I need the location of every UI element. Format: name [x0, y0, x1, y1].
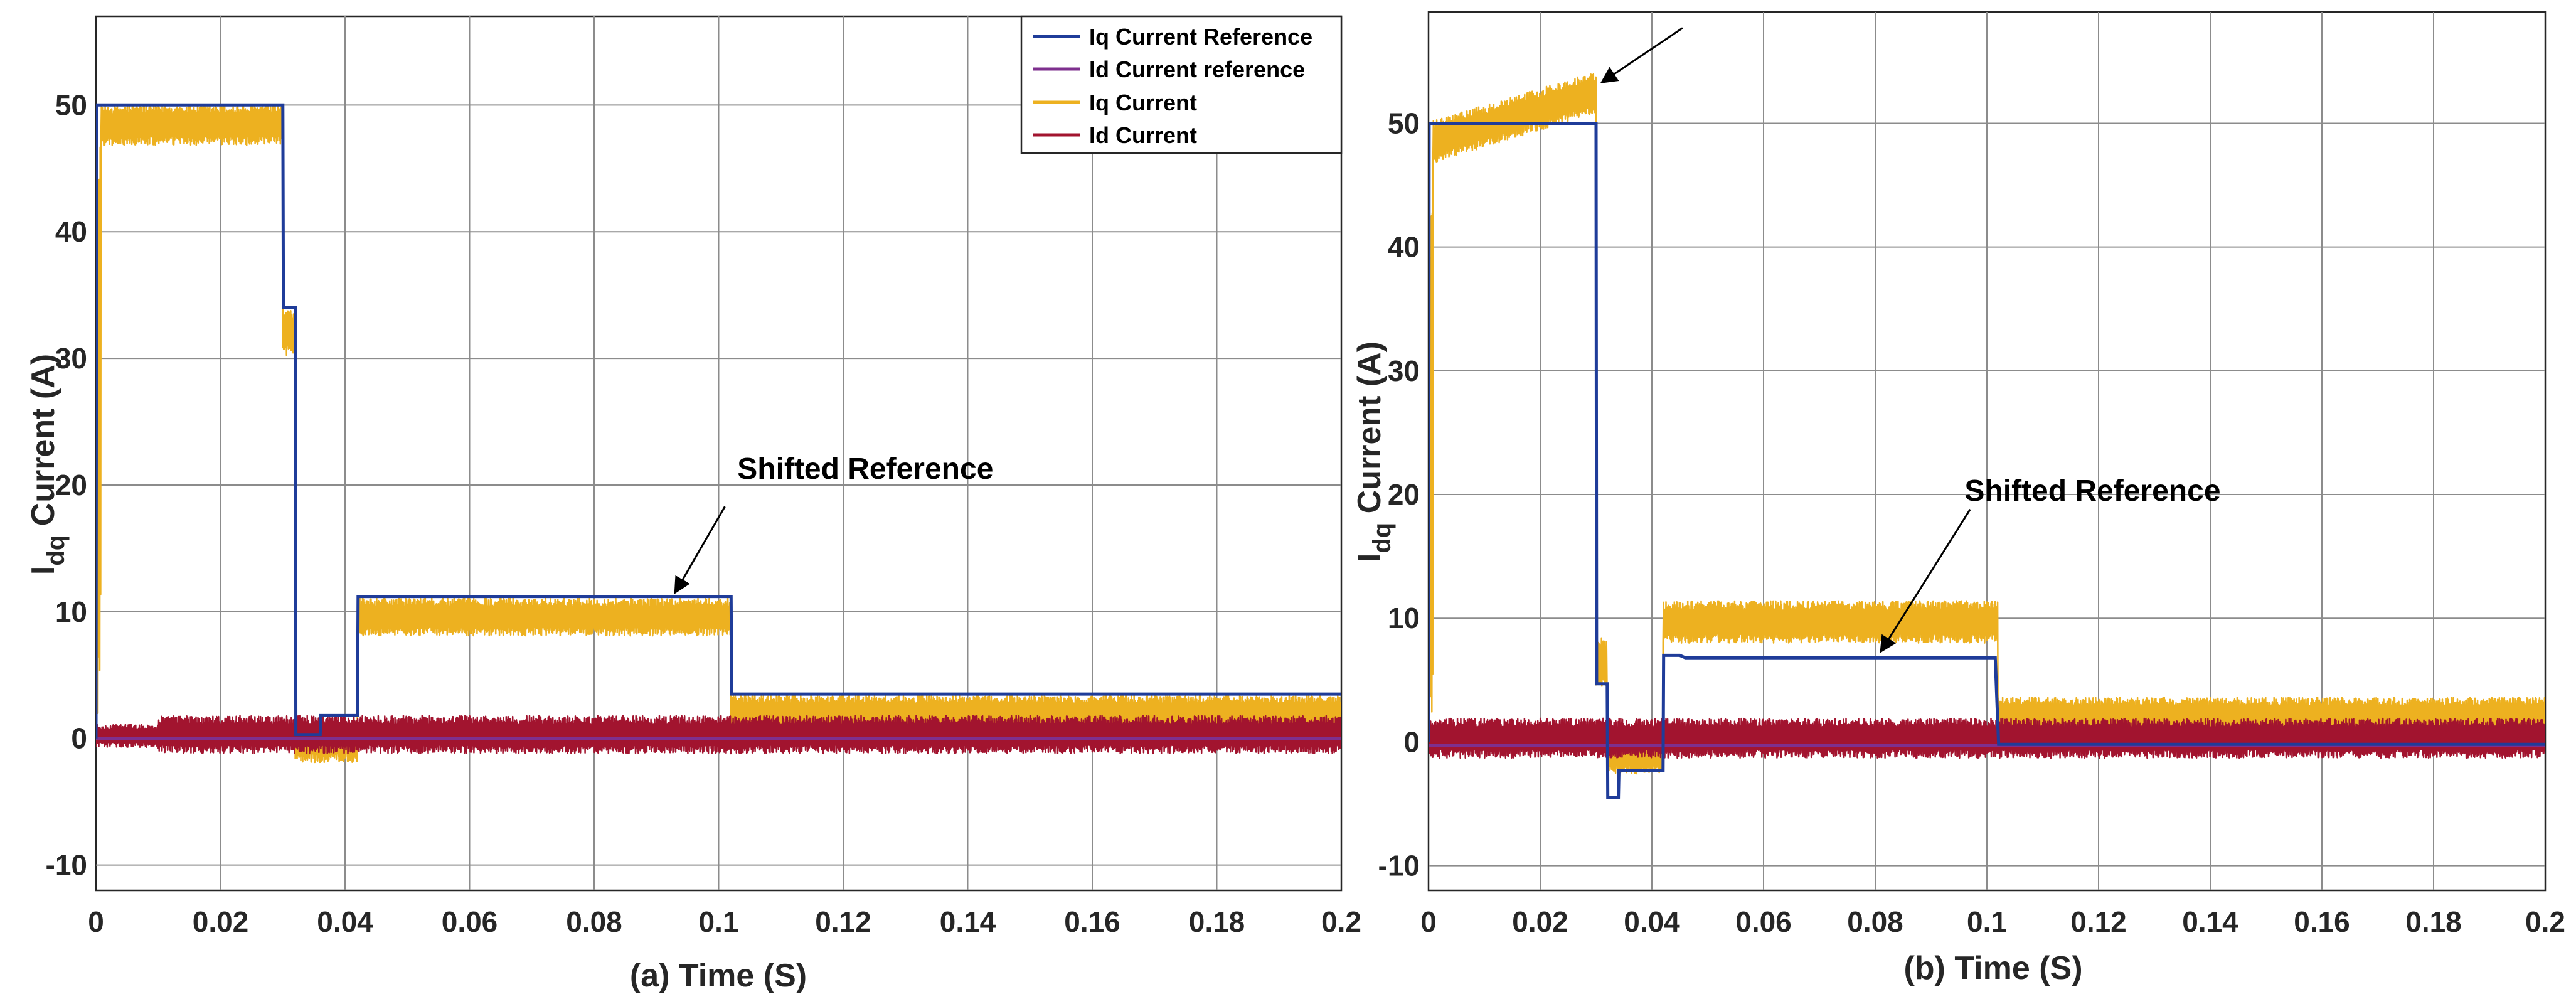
- panel-a-x-axis-title: (a) Time (S): [630, 958, 807, 994]
- y-tick-label: -10: [46, 849, 87, 882]
- panel-a-tick-labels: 0 0.02 0.04 0.06 0.08 0.1 0.12 0.14 0.16 0.18 0.2 -…: [46, 88, 1361, 938]
- panel-b-tick-labels: 0 0.02 0.04 0.06 0.08 0.1 0.12 0.14 0.16 0.18 0.2 -…: [1378, 107, 2565, 938]
- y-tick-label: 0: [71, 722, 87, 755]
- series-id-current: [96, 715, 1341, 755]
- panel-a-y-axis-title-main: I: [25, 566, 61, 575]
- x-tick-label: 0.06: [442, 905, 498, 938]
- annotation-arrow: [1600, 27, 1683, 83]
- panel-b-plot-area: [1429, 73, 2545, 799]
- y-tick-label: 20: [1388, 478, 1420, 511]
- panel-b-chart: Shifted Reference 0 0.02 0.04 0.06 0.08 0.1 0.…: [1351, 11, 2565, 986]
- x-tick-label: 0: [88, 905, 104, 938]
- y-tick-label: 10: [1388, 602, 1420, 634]
- panel-b-y-axis-title-sub: dq: [1368, 523, 1396, 553]
- y-tick-label: 40: [55, 215, 87, 248]
- panel-b-y-axis-title-rest: Current (A): [1351, 341, 1388, 523]
- y-tick-label: -10: [1378, 850, 1420, 882]
- panel-b-y-axis-title: Idq Current (A): [1351, 341, 1396, 562]
- annotation-arrow: [1880, 508, 1971, 653]
- legend-item-id-current: Id Current: [1033, 122, 1197, 148]
- legend-label: Iq Current: [1089, 90, 1197, 115]
- panel-a-annotations: Shifted Reference: [674, 452, 993, 594]
- legend-item-iq-reference: Iq Current Reference: [1033, 24, 1312, 50]
- y-tick-label: 30: [1388, 355, 1420, 387]
- y-tick-label: 30: [55, 342, 87, 375]
- annotation-label: Shifted Reference: [1964, 474, 2220, 508]
- y-tick-label: 50: [55, 88, 87, 121]
- x-tick-label: 0.12: [2070, 905, 2127, 938]
- legend: Iq Current Reference Id Current referenc…: [1020, 15, 1343, 154]
- panel-a-y-axis-title-rest: Current (A): [25, 354, 61, 535]
- y-tick-label: 20: [55, 469, 87, 501]
- legend-label: Id Current reference: [1089, 56, 1305, 82]
- x-tick-label: 0.04: [317, 905, 373, 938]
- x-tick-label: 0.18: [2405, 905, 2462, 938]
- x-tick-label: 0.02: [1512, 905, 1568, 938]
- legend-item-id-reference: Id Current reference: [1033, 56, 1305, 82]
- panel-a-y-axis-title: Idq Current (A): [25, 354, 70, 575]
- x-tick-label: 0.1: [1967, 905, 2007, 938]
- legend-label: Id Current: [1089, 122, 1197, 148]
- x-tick-label: 0.18: [1189, 905, 1245, 938]
- x-tick-label: 0.02: [193, 905, 249, 938]
- legend-label: Iq Current Reference: [1089, 24, 1312, 50]
- panel-b-annotations: Shifted Reference: [1600, 27, 2221, 653]
- x-tick-label: 0.2: [2525, 905, 2565, 938]
- x-tick-label: 0.04: [1624, 905, 1680, 938]
- panel-b-x-axis-title: (b) Time (S): [1903, 950, 2082, 986]
- x-tick-label: 0.14: [940, 905, 996, 938]
- y-tick-label: 40: [1388, 231, 1420, 264]
- panel-a-plot-area: [96, 103, 1341, 764]
- x-tick-label: 0.2: [1321, 905, 1361, 938]
- annotation-arrow: [674, 506, 726, 594]
- x-tick-label: 0.1: [699, 905, 739, 938]
- y-tick-label: 50: [1388, 107, 1420, 139]
- annotation-label: Shifted Reference: [737, 452, 993, 486]
- legend-box: [1020, 15, 1343, 154]
- x-tick-label: 0.16: [2294, 905, 2350, 938]
- x-tick-label: 0.06: [1735, 905, 1792, 938]
- x-tick-label: 0.16: [1064, 905, 1120, 938]
- series-iq-current-reference: [1429, 122, 2545, 799]
- x-tick-label: 0.14: [2182, 905, 2238, 938]
- series-iq-current-reference: [96, 103, 1341, 739]
- panel-a-chart: Shifted Reference 0 0.02 0.04 0.06 0.08 0.1 0.…: [25, 15, 1361, 994]
- panel-a-y-axis-title-sub: dq: [42, 535, 70, 566]
- legend-item-iq-current: Iq Current: [1033, 90, 1197, 115]
- x-tick-label: 0.08: [566, 905, 622, 938]
- x-tick-label: 0.12: [815, 905, 871, 938]
- panel-b-y-axis-title-main: I: [1351, 553, 1388, 562]
- y-tick-label: 0: [1403, 725, 1420, 758]
- x-tick-label: 0.08: [1847, 905, 1903, 938]
- y-tick-label: 10: [55, 595, 87, 628]
- x-tick-label: 0: [1420, 905, 1437, 938]
